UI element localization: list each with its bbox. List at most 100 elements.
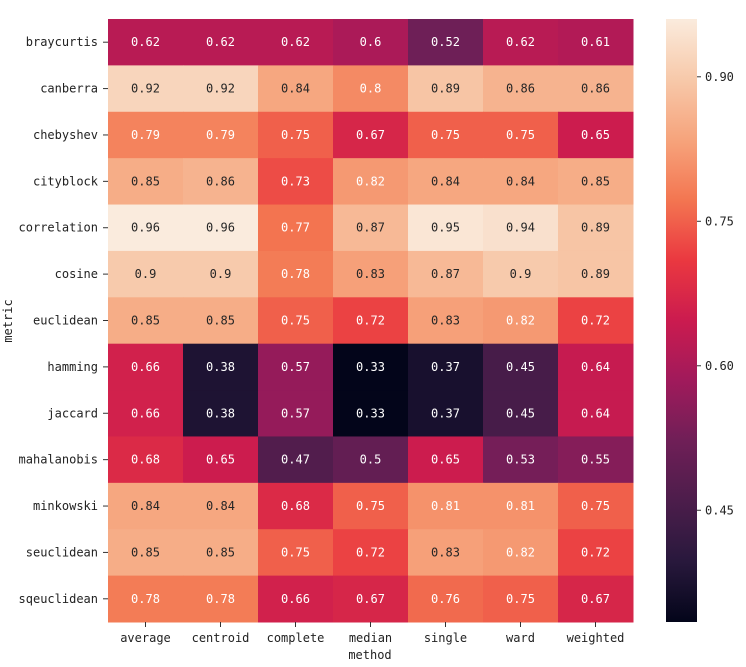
cell-annotation: 0.57	[281, 360, 310, 374]
y-tick-labels: braycurtis canberra chebyshev cityblock corr…	[19, 35, 108, 606]
heatmap-cell	[483, 436, 559, 484]
cell-annotation: 0.64	[581, 406, 610, 420]
cell-annotation: 0.52	[431, 35, 460, 49]
cell-annotation: 0.87	[431, 267, 460, 281]
cell-annotation: 0.92	[131, 82, 160, 96]
cell-annotation: 0.68	[131, 453, 160, 467]
cell-annotation: 0.82	[506, 545, 535, 559]
heatmap-cell	[483, 343, 559, 391]
cell-annotation: 0.84	[131, 499, 160, 513]
heatmap-cell	[483, 65, 559, 113]
cell-annotation: 0.67	[356, 592, 385, 606]
cell-annotation: 0.38	[206, 360, 235, 374]
heatmap-cell	[333, 390, 409, 437]
x-tick-label: weighted	[567, 631, 625, 645]
cell-annotation: 0.75	[581, 499, 610, 513]
y-tick-label: chebyshev	[33, 128, 98, 142]
y-tick-label: hamming	[47, 360, 98, 374]
colorbar-ticks: 0.45 0.60 0.75 0.90	[697, 70, 734, 517]
cell-annotation: 0.5	[360, 453, 382, 467]
cell-annotation: 0.81	[431, 499, 460, 513]
heatmap-cell	[183, 65, 259, 113]
x-tick-label: ward	[506, 631, 535, 645]
cell-annotation: 0.8	[360, 82, 382, 96]
heatmap-cell	[333, 158, 409, 206]
y-tick-label: canberra	[40, 82, 98, 96]
cell-annotation: 0.72	[581, 545, 610, 559]
heatmap-cell	[483, 482, 559, 530]
heatmap-cell	[408, 575, 484, 623]
cell-annotation: 0.67	[581, 592, 610, 606]
heatmap-cell	[558, 111, 634, 159]
cell-annotation: 0.37	[431, 406, 460, 420]
heatmap-cell	[183, 575, 259, 623]
cell-annotation: 0.73	[281, 174, 310, 188]
y-tick-label: seuclidean	[26, 545, 98, 559]
heatmap-cell	[333, 575, 409, 623]
heatmap-cell	[408, 158, 484, 206]
cell-annotation: 0.33	[356, 406, 385, 420]
cell-annotation: 0.75	[281, 545, 310, 559]
cell-annotation: 0.95	[431, 221, 460, 235]
heatmap-cell	[183, 111, 259, 159]
heatmap-cell	[258, 575, 334, 623]
heatmap-cell	[558, 65, 634, 113]
cell-annotation: 0.89	[431, 82, 460, 96]
cell-annotation: 0.85	[581, 174, 610, 188]
heatmap-cell	[483, 250, 559, 298]
cell-annotation: 0.86	[206, 174, 235, 188]
heatmap-cell	[408, 297, 484, 345]
cell-annotation: 0.6	[360, 35, 382, 49]
cell-annotation: 0.45	[506, 406, 535, 420]
cell-annotation: 0.65	[206, 453, 235, 467]
heatmap-cell	[183, 204, 259, 252]
heatmap-cell	[258, 158, 334, 206]
x-tick-labels: average centroid complete median single ward w…	[120, 622, 624, 645]
heatmap-cell	[408, 436, 484, 484]
heatmap-cell	[483, 297, 559, 345]
cell-annotation: 0.61	[581, 35, 610, 49]
cell-annotation: 0.83	[431, 545, 460, 559]
cell-annotation: 0.9	[135, 267, 157, 281]
heatmap-cell	[333, 111, 409, 159]
heatmap-cells: 0.62 0.62 0.62 0.6 0.52 0.62 0.61 0.92 0.92 0.84 0…	[108, 19, 634, 623]
heatmap-cell	[333, 19, 409, 66]
cell-annotation: 0.72	[356, 314, 385, 328]
x-tick-label: centroid	[192, 631, 250, 645]
heatmap-cell	[108, 436, 184, 484]
heatmap-cell	[333, 343, 409, 391]
cell-annotation: 0.85	[206, 545, 235, 559]
heatmap-cell	[408, 19, 484, 66]
cell-annotation: 0.92	[206, 82, 235, 96]
cell-annotation: 0.76	[431, 592, 460, 606]
x-tick-label: median	[349, 631, 392, 645]
heatmap-cell	[483, 158, 559, 206]
cell-annotation: 0.67	[356, 128, 385, 142]
heatmap-cell	[333, 204, 409, 252]
heatmap-cell	[258, 204, 334, 252]
heatmap-cell	[333, 436, 409, 484]
x-tick-label: single	[424, 631, 467, 645]
cell-annotation: 0.96	[206, 221, 235, 235]
heatmap-cell	[258, 297, 334, 345]
cell-annotation: 0.86	[506, 82, 535, 96]
heatmap-cell	[483, 529, 559, 577]
cell-annotation: 0.9	[210, 267, 232, 281]
cell-annotation: 0.75	[506, 592, 535, 606]
heatmap-cell	[108, 482, 184, 530]
cell-annotation: 0.66	[281, 592, 310, 606]
y-tick-label: cityblock	[33, 174, 99, 188]
heatmap-cell	[558, 158, 634, 206]
heatmap-cell	[408, 529, 484, 577]
heatmap-cell	[558, 482, 634, 530]
cell-annotation: 0.55	[581, 453, 610, 467]
cell-annotation: 0.85	[131, 545, 160, 559]
cell-annotation: 0.83	[431, 314, 460, 328]
colorbar-tick-label: 0.75	[705, 214, 734, 228]
heatmap-cell	[108, 529, 184, 577]
cell-annotation: 0.82	[506, 314, 535, 328]
colorbar	[666, 19, 697, 622]
cell-annotation: 0.78	[131, 592, 160, 606]
cell-annotation: 0.84	[506, 174, 535, 188]
cell-annotation: 0.94	[506, 221, 535, 235]
